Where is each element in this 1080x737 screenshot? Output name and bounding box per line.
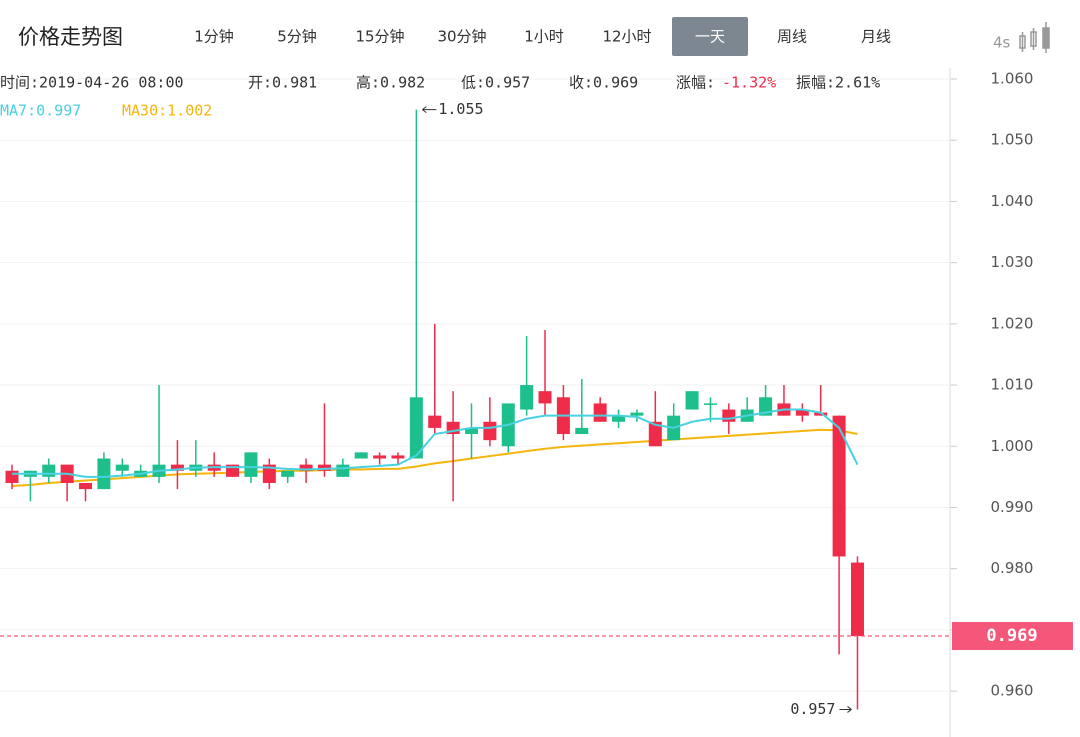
candle-body [850, 562, 864, 637]
interval-button[interactable]: 5分钟 [277, 28, 317, 46]
candle-body [814, 412, 828, 416]
toolbar [0, 0, 1080, 68]
candle-body [685, 391, 699, 410]
candle-body [465, 427, 478, 435]
last-price-tag [952, 622, 1073, 651]
candle-body [538, 391, 552, 404]
info-text: 开:0.981 [248, 74, 317, 92]
y-tick-label: 1.040 [991, 192, 1034, 210]
candle-body [170, 464, 184, 471]
candle-body [593, 403, 607, 422]
change-label: 涨幅: [676, 74, 715, 92]
candle-body [299, 464, 313, 471]
interval-button[interactable]: 月线 [861, 28, 891, 46]
candle-body [703, 403, 717, 405]
y-tick-label: 1.050 [991, 131, 1034, 149]
candle-body [262, 464, 276, 483]
candle-body [612, 415, 626, 422]
candle-body [630, 412, 644, 416]
y-tick-label: 0.980 [991, 559, 1034, 577]
annotation-label: 0.957 [790, 700, 835, 718]
ma-line [11, 428, 858, 488]
interval-button[interactable]: 周线 [777, 28, 807, 46]
candle-body [428, 415, 442, 428]
y-tick-label: 0.960 [991, 682, 1034, 700]
candle-body [79, 482, 93, 490]
interval-button[interactable]: 12小时 [602, 28, 651, 46]
candle-body [373, 455, 387, 459]
candle-body [520, 385, 534, 410]
annotation-arrow [839, 706, 852, 713]
y-tick-label: 1.030 [991, 253, 1034, 271]
candle-body [281, 470, 295, 477]
candle-body [391, 455, 405, 459]
y-tick-label: 1.020 [991, 314, 1034, 332]
legend-entry: MA30:1.002 [122, 102, 212, 120]
active-interval-bg [672, 17, 748, 56]
candle-body [317, 464, 331, 471]
candle-body [409, 397, 423, 459]
candle-body [722, 409, 736, 422]
candle-body [42, 464, 56, 477]
annotation-arrow [422, 106, 437, 114]
interval-button[interactable]: 15分钟 [355, 28, 404, 46]
interval-button[interactable]: 一天 [695, 28, 725, 46]
annotation-label: 1.055 [438, 100, 483, 118]
candle-body [115, 464, 129, 471]
candle-body [354, 452, 368, 459]
info-text: 时间:2019-04-26 08:00 [0, 74, 184, 92]
toolbar-title: 价格走势图 [18, 25, 123, 49]
ma-line [12, 408, 859, 478]
candle-body [483, 421, 497, 441]
y-tick-label: 1.060 [991, 70, 1034, 88]
refresh-interval[interactable]: 4s [993, 34, 1011, 52]
candle-body [244, 452, 258, 477]
candle-body [648, 421, 662, 447]
candle-body [97, 458, 111, 490]
amplitude: 振幅:2.61% [796, 74, 880, 92]
y-tick-label: 1.000 [991, 437, 1034, 455]
change-value: -1.32% [722, 74, 776, 92]
interval-button[interactable]: 30分钟 [437, 28, 486, 46]
candle-body [795, 409, 809, 416]
info-text: 收:0.969 [569, 74, 638, 92]
last-price-label: 0.969 [986, 626, 1037, 646]
candle-body [5, 470, 19, 483]
candle-body [336, 464, 350, 477]
y-tick-label: 0.990 [991, 498, 1034, 516]
legend-entry: MA7:0.997 [0, 102, 81, 120]
info-text: 高:0.982 [356, 74, 425, 92]
info-text: 低:0.957 [461, 74, 530, 92]
candle-body [832, 415, 846, 557]
candle-icon[interactable] [1019, 22, 1050, 53]
interval-button[interactable]: 1分钟 [194, 28, 234, 46]
y-tick-label: 1.010 [991, 376, 1034, 394]
candle-body [575, 427, 589, 435]
interval-button[interactable]: 1小时 [524, 28, 564, 46]
